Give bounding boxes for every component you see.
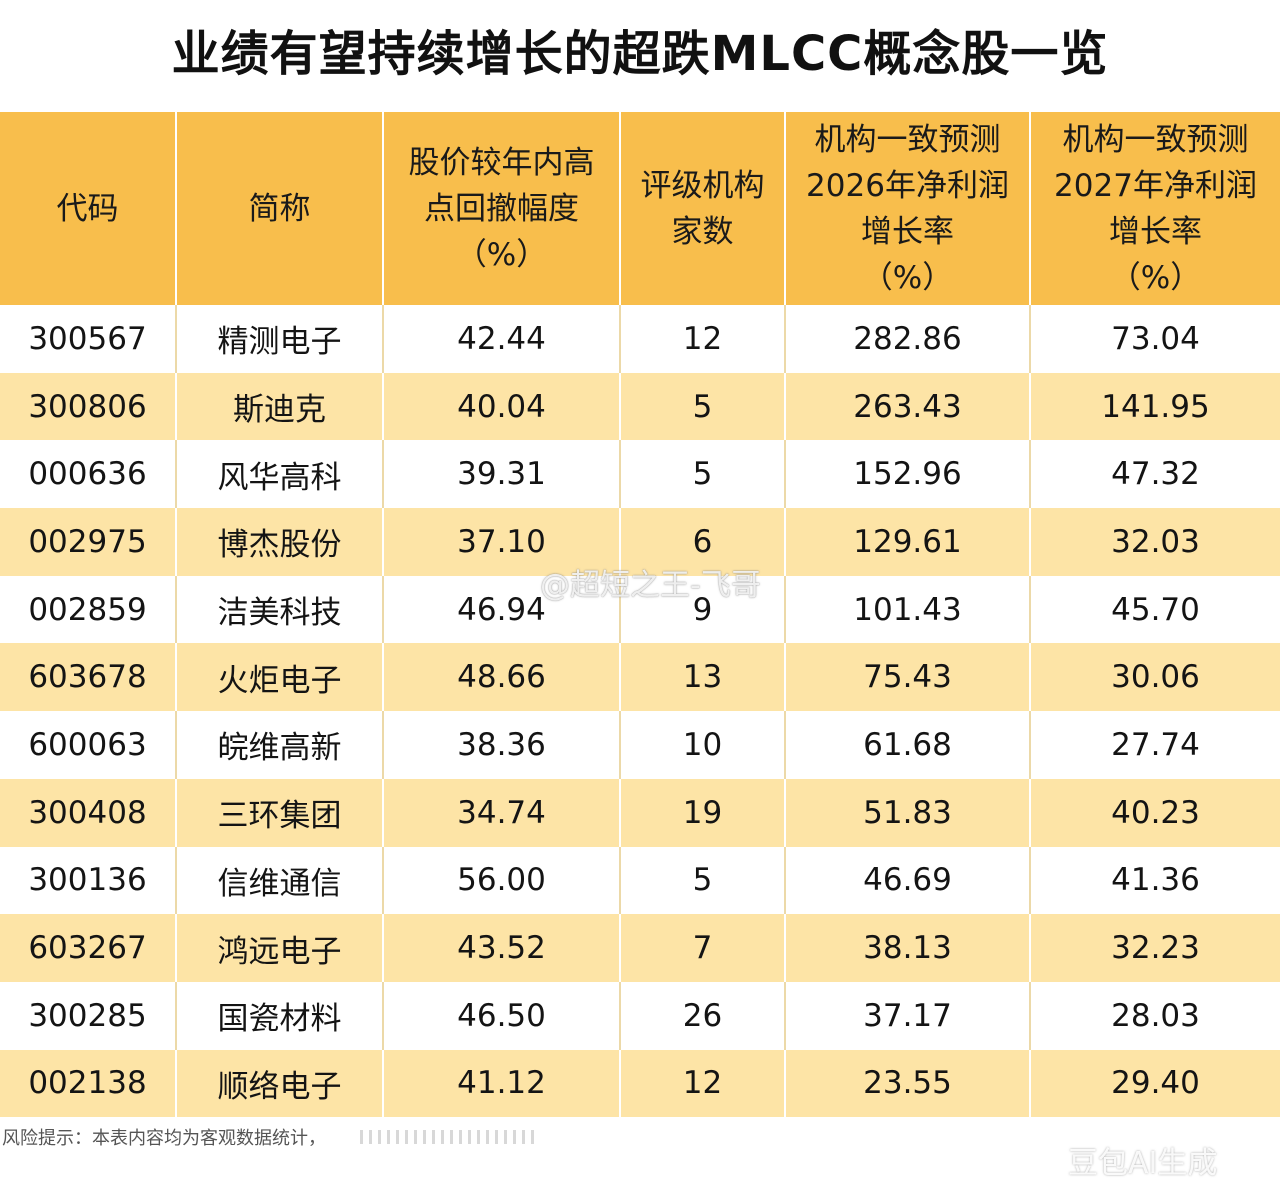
cell-growth-2026: 61.68 — [784, 711, 1030, 779]
cell-name: 三环集团 — [175, 778, 383, 847]
cell-growth-2026: 263.43 — [784, 372, 1030, 441]
cell-code: 300136 — [0, 846, 176, 915]
cell-growth-2026: 101.43 — [784, 575, 1030, 644]
cell-rating-count: 12 — [619, 305, 785, 373]
cell-rating-count: 6 — [619, 508, 785, 576]
cell-growth-2026: 282.86 — [784, 305, 1030, 373]
cell-drawdown: 34.74 — [382, 778, 620, 847]
cell-drawdown: 43.52 — [382, 914, 620, 982]
risk-disclaimer: 风险提示：本表内容均为客观数据统计， — [2, 1128, 326, 1149]
table-row: 300408 三环集团 34.74 19 51.83 40.23 — [0, 778, 1280, 847]
table-row: 300285 国瓷材料 46.50 26 37.17 28.03 — [0, 981, 1280, 1050]
cell-code: 002975 — [0, 508, 176, 576]
cell-code: 600063 — [0, 711, 176, 779]
cell-drawdown: 56.00 — [382, 846, 620, 915]
cell-code: 300408 — [0, 778, 176, 847]
cell-rating-count: 13 — [619, 643, 785, 712]
ai-generated-mark: 豆包AI生成 — [1068, 1146, 1218, 1181]
cell-name: 斯迪克 — [175, 372, 383, 441]
blurred-footer-text — [360, 1130, 540, 1144]
header-growth-2026: 机构一致预测 2026年净利润 增长率 （%） — [784, 112, 1030, 305]
cell-name: 博杰股份 — [175, 508, 383, 576]
cell-rating-count: 7 — [619, 914, 785, 982]
cell-growth-2027: 47.32 — [1029, 440, 1280, 509]
table-row: 300136 信维通信 56.00 5 46.69 41.36 — [0, 846, 1280, 915]
header-name: 简称 — [175, 112, 383, 305]
cell-code: 603678 — [0, 643, 176, 712]
cell-drawdown: 48.66 — [382, 643, 620, 712]
cell-growth-2026: 46.69 — [784, 846, 1030, 915]
stock-table: 代码 简称 股价较年内高 点回撤幅度 （%） 评级机构 家数 机构一致预测 20… — [0, 112, 1280, 1118]
cell-rating-count: 12 — [619, 1049, 785, 1118]
cell-code: 300806 — [0, 372, 176, 441]
cell-rating-count: 19 — [619, 778, 785, 847]
cell-code: 300567 — [0, 305, 176, 373]
header-growth-2027: 机构一致预测 2027年净利润 增长率 （%） — [1029, 112, 1280, 305]
cell-growth-2027: 32.03 — [1029, 508, 1280, 576]
weibo-watermark: @超短之王-飞哥 — [540, 568, 761, 603]
cell-growth-2026: 23.55 — [784, 1049, 1030, 1118]
cell-drawdown: 42.44 — [382, 305, 620, 373]
cell-name: 顺络电子 — [175, 1049, 383, 1118]
table-row: 603267 鸿远电子 43.52 7 38.13 32.23 — [0, 914, 1280, 982]
cell-drawdown: 46.94 — [382, 575, 620, 644]
cell-drawdown: 41.12 — [382, 1049, 620, 1118]
cell-name: 皖维高新 — [175, 711, 383, 779]
table-row: 002975 博杰股份 37.10 6 129.61 32.03 — [0, 508, 1280, 576]
cell-code: 002859 — [0, 575, 176, 644]
cell-rating-count: 5 — [619, 440, 785, 509]
cell-growth-2027: 40.23 — [1029, 778, 1280, 847]
cell-code: 000636 — [0, 440, 176, 509]
cell-rating-count: 26 — [619, 981, 785, 1050]
cell-growth-2027: 27.74 — [1029, 711, 1280, 779]
cell-growth-2026: 51.83 — [784, 778, 1030, 847]
cell-name: 鸿远电子 — [175, 914, 383, 982]
cell-growth-2027: 29.40 — [1029, 1049, 1280, 1118]
cell-name: 火炬电子 — [175, 643, 383, 712]
cell-growth-2027: 73.04 — [1029, 305, 1280, 373]
cell-code: 603267 — [0, 914, 176, 982]
cell-growth-2027: 41.36 — [1029, 846, 1280, 915]
cell-rating-count: 5 — [619, 372, 785, 441]
table-header-row: 代码 简称 股价较年内高 点回撤幅度 （%） 评级机构 家数 机构一致预测 20… — [0, 112, 1280, 305]
cell-growth-2026: 37.17 — [784, 981, 1030, 1050]
cell-drawdown: 37.10 — [382, 508, 620, 576]
header-drawdown: 股价较年内高 点回撤幅度 （%） — [382, 112, 620, 305]
cell-code: 300285 — [0, 981, 176, 1050]
table-row: 000636 风华高科 39.31 5 152.96 47.32 — [0, 440, 1280, 509]
cell-growth-2026: 129.61 — [784, 508, 1030, 576]
cell-name: 风华高科 — [175, 440, 383, 509]
header-rating-count: 评级机构 家数 — [619, 112, 785, 305]
cell-rating-count: 10 — [619, 711, 785, 779]
cell-growth-2027: 141.95 — [1029, 372, 1280, 441]
table-row: 002138 顺络电子 41.12 12 23.55 29.40 — [0, 1049, 1280, 1118]
cell-name: 洁美科技 — [175, 575, 383, 644]
table-row: 603678 火炬电子 48.66 13 75.43 30.06 — [0, 643, 1280, 712]
cell-growth-2026: 38.13 — [784, 914, 1030, 982]
cell-growth-2026: 75.43 — [784, 643, 1030, 712]
header-code: 代码 — [0, 112, 176, 305]
cell-growth-2027: 28.03 — [1029, 981, 1280, 1050]
cell-growth-2027: 45.70 — [1029, 575, 1280, 644]
page-title: 业绩有望持续增长的超跌MLCC概念股一览 — [171, 26, 1109, 82]
cell-drawdown: 39.31 — [382, 440, 620, 509]
cell-drawdown: 40.04 — [382, 372, 620, 441]
cell-drawdown: 46.50 — [382, 981, 620, 1050]
table-row: 300806 斯迪克 40.04 5 263.43 141.95 — [0, 372, 1280, 441]
cell-name: 精测电子 — [175, 305, 383, 373]
cell-growth-2027: 32.23 — [1029, 914, 1280, 982]
table-row: 600063 皖维高新 38.36 10 61.68 27.74 — [0, 711, 1280, 779]
cell-rating-count: 9 — [619, 575, 785, 644]
cell-growth-2027: 30.06 — [1029, 643, 1280, 712]
cell-growth-2026: 152.96 — [784, 440, 1030, 509]
table-row: 300567 精测电子 42.44 12 282.86 73.04 — [0, 305, 1280, 373]
cell-name: 信维通信 — [175, 846, 383, 915]
table-row: 002859 洁美科技 46.94 9 101.43 45.70 — [0, 575, 1280, 644]
cell-rating-count: 5 — [619, 846, 785, 915]
cell-name: 国瓷材料 — [175, 981, 383, 1050]
cell-code: 002138 — [0, 1049, 176, 1118]
cell-drawdown: 38.36 — [382, 711, 620, 779]
stock-table-container: 代码 简称 股价较年内高 点回撤幅度 （%） 评级机构 家数 机构一致预测 20… — [0, 112, 1280, 1118]
